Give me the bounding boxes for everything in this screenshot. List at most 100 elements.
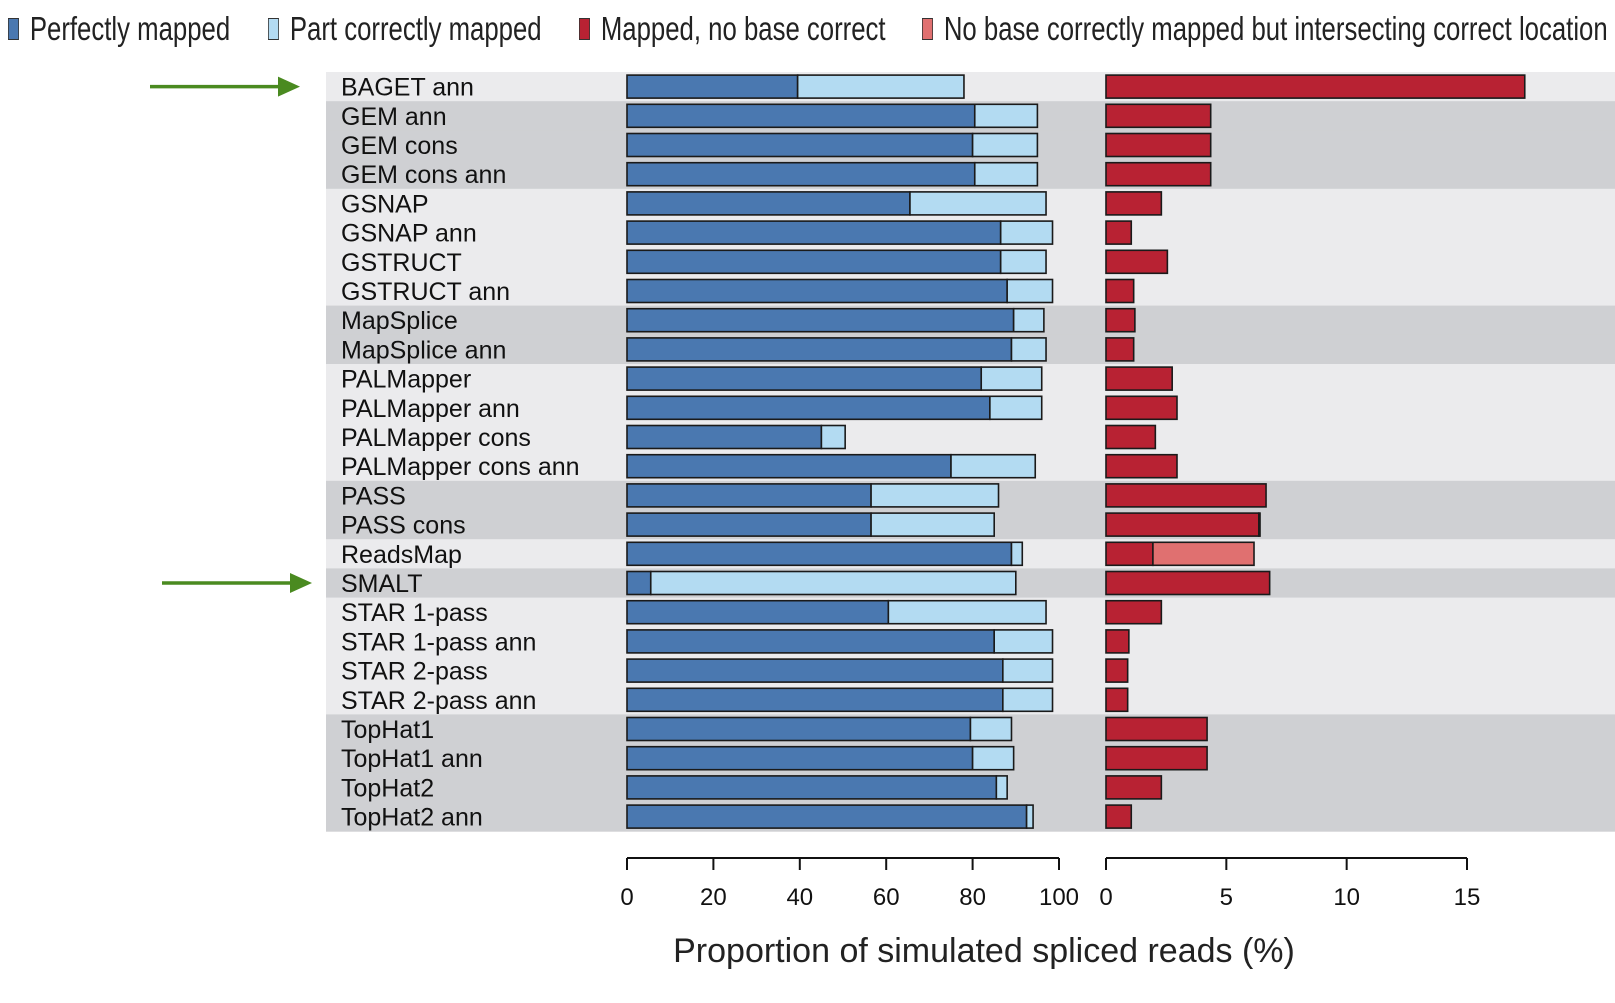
- row-label: STAR 2-pass ann: [341, 687, 536, 715]
- bar-mapped_wrong: [1105, 220, 1133, 245]
- bar-part: [973, 161, 1039, 187]
- bar-part: [993, 629, 1054, 654]
- row-label: PALMapper cons ann: [341, 453, 580, 481]
- bar-part: [971, 132, 1039, 158]
- legend-swatch: [922, 18, 933, 40]
- legend-label: No base correctly mapped but intersectin…: [943, 10, 1608, 47]
- bar-mapped_wrong: [1105, 307, 1136, 333]
- bar-mapped_wrong: [1105, 483, 1267, 508]
- tick-label: 60: [873, 884, 900, 911]
- bar-mapped_wrong: [1105, 74, 1526, 99]
- bar-perfect: [626, 775, 998, 800]
- row-label: GEM cons: [341, 132, 458, 160]
- arrow-icon: [290, 573, 312, 593]
- row-label: PALMapper ann: [341, 395, 520, 423]
- bar-part: [999, 220, 1054, 245]
- bar-mapped_wrong: [1105, 687, 1129, 713]
- bar-mapped_wrong: [1105, 366, 1173, 391]
- bar-perfect: [626, 103, 976, 129]
- bar-mapped_wrong: [1105, 599, 1163, 625]
- bar-intersect: [1258, 512, 1261, 537]
- bar-perfect: [626, 658, 1004, 683]
- row-label: STAR 1-pass: [341, 599, 488, 627]
- bar-mapped_wrong: [1105, 716, 1208, 742]
- bar-perfect: [626, 220, 1002, 245]
- row-label: TopHat1 ann: [341, 745, 483, 773]
- legend: Perfectly mapped Part correctly mapped M…: [0, 0, 1615, 60]
- legend-item-mapped-wrong: Mapped, no base correct: [579, 10, 886, 48]
- bar-perfect: [626, 424, 823, 450]
- bar-part: [989, 395, 1043, 421]
- row-band: [326, 422, 1615, 453]
- row-label: BAGET ann: [341, 74, 474, 102]
- bar-perfect: [626, 278, 1008, 304]
- bar-perfect: [626, 191, 911, 216]
- row-label: ReadsMap: [341, 541, 462, 569]
- row-label: TopHat2 ann: [341, 804, 483, 832]
- row-label: PASS cons: [341, 512, 466, 540]
- bar-perfect: [626, 453, 952, 479]
- row-label: PASS: [341, 482, 406, 510]
- row-label: GSNAP ann: [341, 220, 477, 248]
- bar-part: [909, 191, 1047, 216]
- legend-item-perfect: Perfectly mapped: [8, 10, 230, 48]
- bar-mapped_wrong: [1105, 745, 1208, 771]
- bar-part: [1025, 804, 1034, 829]
- legend-label: Mapped, no base correct: [600, 10, 886, 47]
- axes: 0 20 40 60 80 100 0 5 10 15: [620, 857, 1481, 911]
- bar-mapped_wrong: [1105, 570, 1271, 596]
- legend-item-part: Part correctly mapped: [268, 10, 542, 48]
- bar-part: [887, 599, 1047, 625]
- bar-part: [796, 74, 965, 99]
- bar-perfect: [626, 512, 872, 537]
- bar-perfect: [626, 395, 991, 421]
- tick-label: 15: [1454, 884, 1481, 911]
- row-label: TopHat1: [341, 716, 434, 744]
- bar-perfect: [626, 483, 872, 508]
- tick-label: 80: [959, 884, 986, 911]
- bar-part: [980, 366, 1043, 391]
- row-label: MapSplice ann: [341, 336, 506, 364]
- legend-swatch: [268, 18, 279, 40]
- bar-mapped_wrong: [1105, 629, 1130, 654]
- bar-mapped_wrong: [1105, 541, 1154, 567]
- legend-label: Perfectly mapped: [29, 10, 231, 47]
- bar-part: [969, 716, 1013, 742]
- bar-mapped_wrong: [1105, 249, 1169, 275]
- legend-item-intersect: No base correctly mapped but intersectin…: [922, 10, 1608, 48]
- bar-mapped_wrong: [1105, 775, 1163, 800]
- bar-mapped_wrong: [1105, 337, 1135, 362]
- legend-swatch: [579, 18, 590, 40]
- bar-part: [999, 249, 1047, 275]
- bar-mapped_wrong: [1105, 278, 1135, 304]
- tick-label: 20: [700, 884, 727, 911]
- bar-perfect: [626, 337, 1013, 362]
- arrow-icon: [278, 76, 300, 97]
- x-axis-title: Proportion of simulated spliced reads (%…: [673, 932, 1295, 970]
- bar-mapped_wrong: [1105, 658, 1129, 683]
- bar-perfect: [626, 687, 1004, 713]
- left-panel-bars: [626, 74, 1054, 829]
- row-label: TopHat2: [341, 774, 434, 802]
- row-label: GEM ann: [341, 103, 447, 131]
- legend-label: Part correctly mapped: [289, 10, 542, 47]
- right-panel-bars: [1105, 74, 1526, 829]
- row-label: PALMapper cons: [341, 424, 531, 452]
- row-label: GSTRUCT ann: [341, 278, 510, 306]
- bar-mapped_wrong: [1105, 132, 1212, 158]
- bar-perfect: [626, 74, 799, 99]
- bar-perfect: [626, 161, 976, 187]
- row-label: GSNAP: [341, 190, 429, 218]
- bar-mapped_wrong: [1105, 395, 1178, 421]
- tick-label: 10: [1333, 884, 1360, 911]
- bar-perfect: [626, 307, 1015, 333]
- bar-perfect: [626, 132, 974, 158]
- bar-part: [1010, 337, 1047, 362]
- highlight-arrows: [150, 76, 312, 593]
- bar-part: [973, 103, 1039, 129]
- row-label: STAR 2-pass: [341, 658, 488, 686]
- row-label: SMALT: [341, 570, 423, 598]
- bar-part: [995, 775, 1008, 800]
